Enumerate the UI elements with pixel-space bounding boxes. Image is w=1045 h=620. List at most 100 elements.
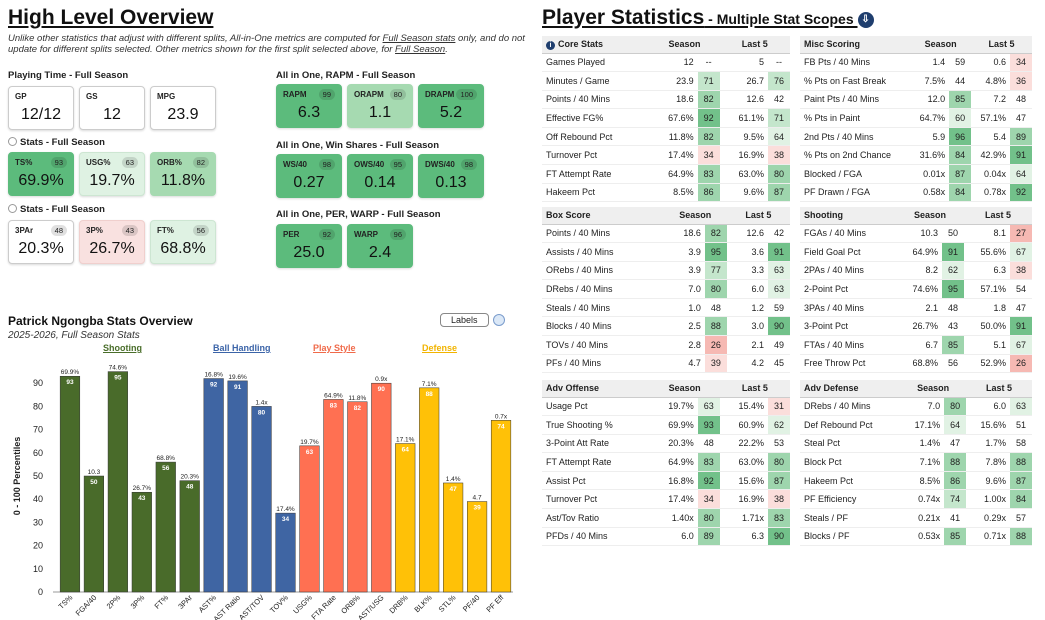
- table-row: PFDs / 40 Mins 6.0 89 6.3 90: [542, 527, 790, 547]
- labels-toggle-button[interactable]: Labels: [440, 313, 489, 327]
- stats-full-season-label-1[interactable]: Stats - Full Season: [8, 137, 105, 148]
- last5-value: 57.1%: [964, 279, 1010, 299]
- full-season-stats-link[interactable]: Full Season stats: [382, 33, 456, 44]
- table-row: Points / 40 Mins 18.6 82 12.6 42: [542, 224, 790, 244]
- season-header: Season: [900, 380, 967, 398]
- last5-value: 9.6%: [966, 471, 1010, 491]
- bar-percentile-label: 50: [90, 479, 98, 486]
- season-value: 17.4%: [649, 145, 698, 166]
- x-tick-label: 3P%: [129, 593, 147, 611]
- table-row: FTAs / 40 Mins 6.7 85 5.1 67: [800, 335, 1032, 355]
- table-row: Assists / 40 Mins 3.9 95 3.6 91: [542, 242, 790, 262]
- chart-title: Patrick Ngongba Stats Overview: [8, 314, 193, 328]
- season-percentile: 44: [949, 71, 972, 91]
- ws40-value: 0.27: [293, 174, 325, 191]
- info-icon[interactable]: i: [546, 40, 555, 50]
- 3par-label: 3PAr: [15, 226, 34, 235]
- y-tick-label: 30: [33, 517, 43, 527]
- table-title-text: Shooting: [804, 210, 843, 221]
- last5-percentile: 64: [768, 127, 790, 147]
- full-season-link[interactable]: Full Season: [395, 44, 446, 55]
- last5-percentile: 92: [1010, 183, 1032, 203]
- last5-header: Last 5: [966, 380, 1032, 398]
- stat-name: Assist Pct: [542, 471, 650, 491]
- radio-icon[interactable]: [8, 204, 17, 213]
- bar-raw-value-label: 69.9%: [61, 369, 80, 376]
- season-percentile: 80: [704, 279, 727, 299]
- stat-name: Minutes / Game: [542, 71, 650, 91]
- last5-percentile: 62: [768, 415, 790, 435]
- table-row: FGAs / 40 Mins 10.3 50 8.1 27: [800, 224, 1032, 244]
- last5-percentile: 87: [768, 183, 790, 203]
- bar-2p-: [107, 371, 128, 593]
- bar-percentile-label: 88: [426, 391, 434, 398]
- season-value: 2.1: [896, 298, 942, 318]
- last5-percentile: 87: [768, 471, 790, 491]
- stat-name: Paint Pts / 40 Mins: [800, 90, 911, 110]
- download-icon[interactable]: ⇩: [857, 12, 874, 28]
- last5-value: 2.1: [726, 335, 768, 355]
- stat-name: 3-Point Pct: [800, 316, 897, 337]
- bar-ts-: [59, 375, 81, 593]
- player-statistics-panel: Player Statistics - Multiple Stat Scopes…: [542, 6, 1038, 547]
- usg-percentile: 63: [121, 157, 138, 168]
- season-percentile: 95: [704, 242, 727, 262]
- table-header: Misc Scoring Season Last 5: [800, 36, 1032, 54]
- bar-ft-: [155, 461, 176, 593]
- stat-name: Steals / PF: [800, 508, 901, 528]
- stats-label-text: Stats - Full Season: [20, 204, 105, 215]
- ts-label: TS%: [15, 158, 33, 167]
- season-percentile: 34: [697, 489, 720, 510]
- season-value: 3.9: [663, 261, 705, 281]
- season-percentile: 83: [697, 452, 720, 472]
- bar-raw-value-label: 1.4%: [446, 476, 461, 483]
- table-row: PFs / 40 Mins 4.7 39 4.2 45: [542, 354, 790, 374]
- stat-name: FGAs / 40 Mins: [800, 224, 897, 244]
- labels-toggle-switch[interactable]: [493, 314, 505, 326]
- ft-value: 68.8%: [160, 240, 206, 257]
- table-title-text: Adv Defense: [804, 383, 859, 394]
- season-percentile: --: [697, 53, 720, 73]
- table-title-text: Adv Offense: [546, 383, 600, 394]
- season-percentile: 87: [949, 164, 972, 184]
- x-tick-label: PF Eff: [484, 592, 506, 614]
- season-value: 69.9%: [649, 415, 698, 435]
- last5-value: 63.0%: [719, 452, 768, 472]
- warp-label: WARP: [354, 230, 378, 239]
- last5-value: 60.9%: [719, 415, 768, 435]
- bar-blk-: [419, 387, 440, 593]
- x-tick-label: BLK%: [412, 593, 433, 614]
- radio-icon[interactable]: [8, 137, 17, 146]
- bar-percentile-label: 48: [186, 484, 194, 491]
- dws40-percentile: 98: [460, 159, 477, 170]
- orapm-card: ORAPM 80 1.1: [347, 84, 413, 128]
- season-percentile: 84: [949, 183, 972, 203]
- season-percentile: 64: [944, 415, 967, 435]
- season-percentile: 82: [697, 90, 720, 110]
- x-tick-label: AST/TOV: [237, 593, 266, 620]
- table-row: ORebs / 40 Mins 3.9 77 3.3 63: [542, 261, 790, 281]
- season-percentile: 48: [697, 434, 720, 454]
- season-value: 20.3%: [649, 434, 698, 454]
- table-row: Free Throw Pct 68.8% 56 52.9% 26: [800, 354, 1032, 374]
- last5-percentile: 27: [1010, 224, 1032, 244]
- season-percentile: 91: [942, 242, 964, 262]
- season-value: 64.9%: [649, 164, 698, 184]
- bar-raw-value-label: 0.7x: [495, 413, 508, 420]
- usg-label: USG%: [86, 158, 111, 167]
- season-percentile: 83: [697, 164, 720, 184]
- table-row: Blocks / PF 0.53x 85 0.71x 88: [800, 527, 1032, 547]
- table-row: DRebs / 40 Mins 7.0 80 6.0 63: [542, 279, 790, 299]
- table-row: 2PAs / 40 Mins 8.2 62 6.3 38: [800, 261, 1032, 281]
- season-value: 74.6%: [896, 279, 942, 299]
- stats-full-season-label-2[interactable]: Stats - Full Season: [8, 204, 105, 215]
- season-value: 19.7%: [649, 397, 698, 417]
- last5-value: 6.3: [719, 527, 768, 547]
- y-axis-label: 0 - 100 Percentiles: [12, 437, 22, 516]
- last5-value: 6.3: [964, 261, 1010, 281]
- bar-pf-40: [467, 501, 488, 593]
- last5-percentile: 38: [768, 145, 790, 166]
- orb-card: ORB% 82 11.8%: [150, 152, 216, 196]
- last5-value: 1.00x: [966, 489, 1010, 510]
- last5-percentile: 26: [1010, 354, 1032, 374]
